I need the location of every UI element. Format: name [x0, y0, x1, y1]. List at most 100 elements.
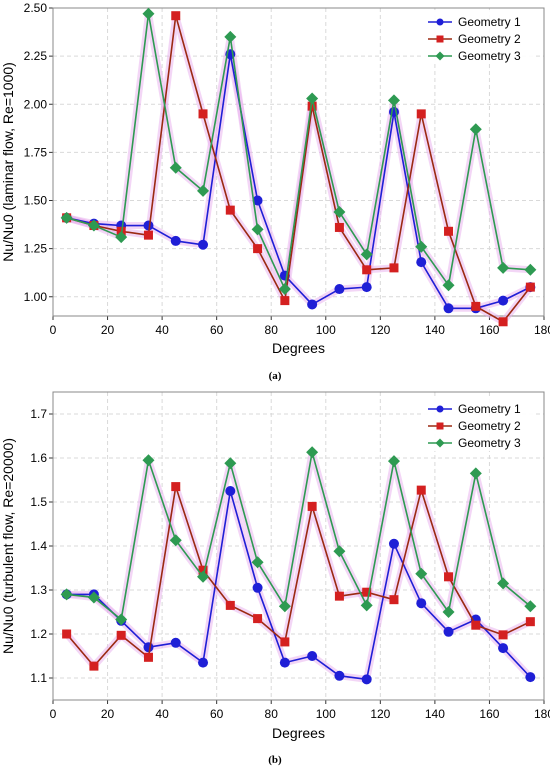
legend: Geometry 1 Geometry 2 Geometry 3	[422, 397, 536, 451]
data-point	[198, 109, 208, 119]
data-point	[278, 600, 291, 613]
data-point	[198, 239, 209, 250]
data-point	[280, 637, 290, 647]
data-point	[280, 296, 290, 306]
plot-frame	[52, 391, 545, 701]
data-point	[471, 301, 481, 311]
data-point	[143, 230, 153, 240]
data-point	[442, 606, 455, 618]
data-point	[415, 240, 428, 253]
data-point	[225, 600, 235, 610]
data-point	[143, 220, 154, 231]
data-point	[389, 263, 399, 273]
data-point	[360, 248, 373, 261]
legend-label: Geometry 2	[458, 32, 521, 46]
data-point	[169, 534, 182, 547]
data-point	[525, 617, 535, 627]
data-point	[115, 613, 128, 626]
y-tick-label: 1.1	[30, 671, 47, 685]
series-line	[66, 14, 531, 323]
legend-marker	[436, 35, 444, 43]
data-point	[362, 265, 372, 275]
caption-b: (b)	[268, 754, 282, 766]
data-point	[334, 670, 345, 681]
data-point	[443, 626, 454, 637]
x-tick-label: 180	[534, 707, 550, 721]
data-point	[142, 7, 155, 20]
legend-label: Geometry 1	[458, 15, 521, 29]
legend-label: Geometry 3	[458, 436, 521, 450]
data-point	[251, 223, 264, 236]
data-point	[171, 482, 181, 492]
data-point	[442, 279, 455, 292]
data-point	[62, 629, 72, 639]
data-point	[224, 457, 237, 470]
x-tick-label: 160	[479, 707, 499, 721]
data-point	[143, 652, 153, 662]
data-point	[198, 657, 209, 668]
data-point	[334, 284, 345, 295]
data-point	[60, 211, 73, 224]
x-axis-label: Degrees	[272, 725, 325, 741]
data-point	[142, 454, 155, 467]
x-tick-label: 120	[370, 707, 390, 721]
y-tick-label: 1.2	[30, 627, 47, 641]
x-tick-label: 180	[534, 323, 550, 337]
data-point	[524, 600, 537, 613]
x-tick-label: 40	[155, 323, 169, 337]
data-point	[253, 244, 263, 254]
x-tick-label: 40	[155, 707, 169, 721]
data-point	[89, 661, 99, 671]
data-point	[334, 591, 344, 601]
data-point	[498, 630, 508, 640]
x-axis-label: Degrees	[272, 340, 325, 356]
data-point	[170, 235, 181, 246]
data-point	[306, 446, 319, 459]
x-tick-label: 80	[265, 323, 279, 337]
x-tick-label: 100	[316, 707, 336, 721]
caption-a: (a)	[268, 370, 282, 382]
data-point	[361, 282, 372, 293]
data-point	[389, 595, 399, 605]
legend-label: Geometry 3	[458, 49, 521, 63]
data-point	[307, 501, 317, 511]
x-tick-label: 20	[101, 707, 115, 721]
data-point	[279, 657, 290, 668]
data-point	[197, 570, 210, 583]
series-line	[66, 12, 531, 290]
data-point	[307, 299, 318, 310]
data-point	[115, 231, 128, 244]
y-tick-label: 2.00	[24, 97, 48, 111]
data-point	[360, 599, 373, 612]
data-point	[416, 109, 426, 119]
data-point	[416, 257, 427, 268]
data-point	[252, 195, 263, 206]
data-point	[524, 263, 537, 276]
series-line	[66, 451, 531, 621]
legend: Geometry 1 Geometry 2 Geometry 3	[422, 10, 536, 64]
data-point	[225, 486, 236, 496]
series-geometry-3	[60, 7, 537, 296]
x-tick-label: 140	[425, 707, 445, 721]
data-point	[307, 101, 317, 111]
data-point	[170, 637, 181, 648]
data-point	[498, 295, 509, 306]
plot-frame	[52, 7, 545, 317]
y-axis-label: Nu/Nu0 (turbulent flow, Re=20000)	[0, 438, 16, 654]
y-tick-label: 1.25	[24, 242, 48, 256]
x-tick-label: 0	[50, 707, 57, 721]
chart-b: 0 20 40 60 80 100 120 140 160 180 1.1 1.2 1.3 1.4 1.5 1…	[0, 391, 550, 741]
data-point	[251, 556, 264, 569]
data-point	[498, 317, 508, 327]
data-point	[471, 620, 481, 630]
y-tick-label: 1.3	[30, 583, 47, 597]
data-point	[333, 206, 346, 219]
data-point	[169, 161, 182, 174]
x-tick-label: 20	[101, 323, 115, 337]
data-point	[224, 30, 237, 43]
legend-marker	[435, 51, 445, 61]
y-axis-label: Nu/Nu0 (laminar flow, Re=1000)	[0, 62, 16, 262]
data-point	[116, 630, 126, 640]
x-tick-label: 120	[370, 323, 390, 337]
